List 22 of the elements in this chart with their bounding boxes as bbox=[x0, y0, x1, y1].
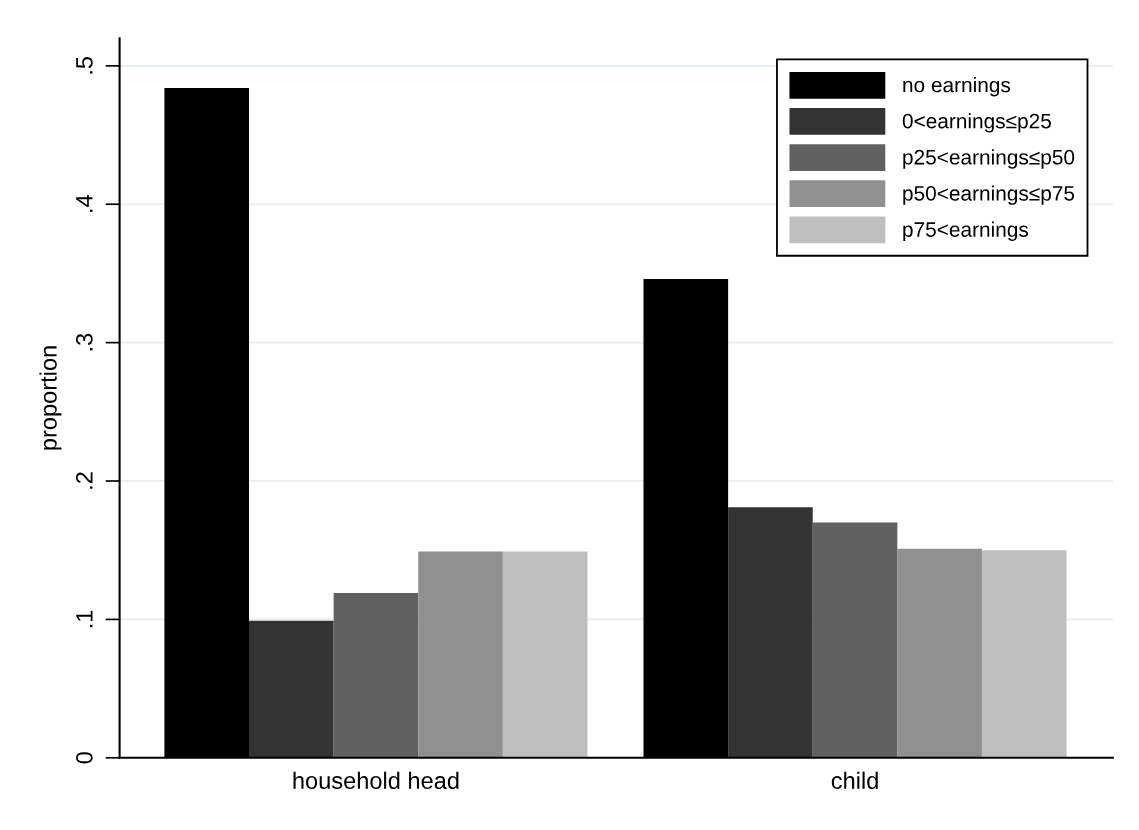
legend-label: p75<earnings bbox=[903, 221, 1029, 242]
legend-label: p50<earnings≤p75 bbox=[903, 185, 1075, 205]
bar bbox=[728, 507, 813, 758]
x-tick-label: household head bbox=[293, 771, 459, 790]
bar bbox=[502, 551, 588, 758]
y-axis-title: proportion bbox=[39, 346, 62, 450]
y-tick-label: .2 bbox=[75, 472, 93, 489]
y-tick-label: .5 bbox=[76, 57, 93, 74]
y-tick-label: 0 bbox=[75, 752, 93, 764]
bar bbox=[333, 593, 419, 758]
bar bbox=[897, 548, 982, 758]
bar bbox=[418, 551, 503, 758]
legend-label: p25<earnings≤p50 bbox=[903, 149, 1075, 169]
bar bbox=[981, 550, 1067, 758]
legend-label: no earnings bbox=[903, 77, 1011, 97]
y-tick-label: .1 bbox=[76, 610, 93, 628]
x-tick-label: child bbox=[831, 771, 878, 790]
y-tick-label: .4 bbox=[76, 195, 93, 212]
bar bbox=[812, 522, 898, 758]
legend-label: 0<earnings≤p25 bbox=[902, 113, 1051, 133]
y-tick-label: .3 bbox=[75, 333, 93, 351]
bar bbox=[249, 620, 334, 758]
